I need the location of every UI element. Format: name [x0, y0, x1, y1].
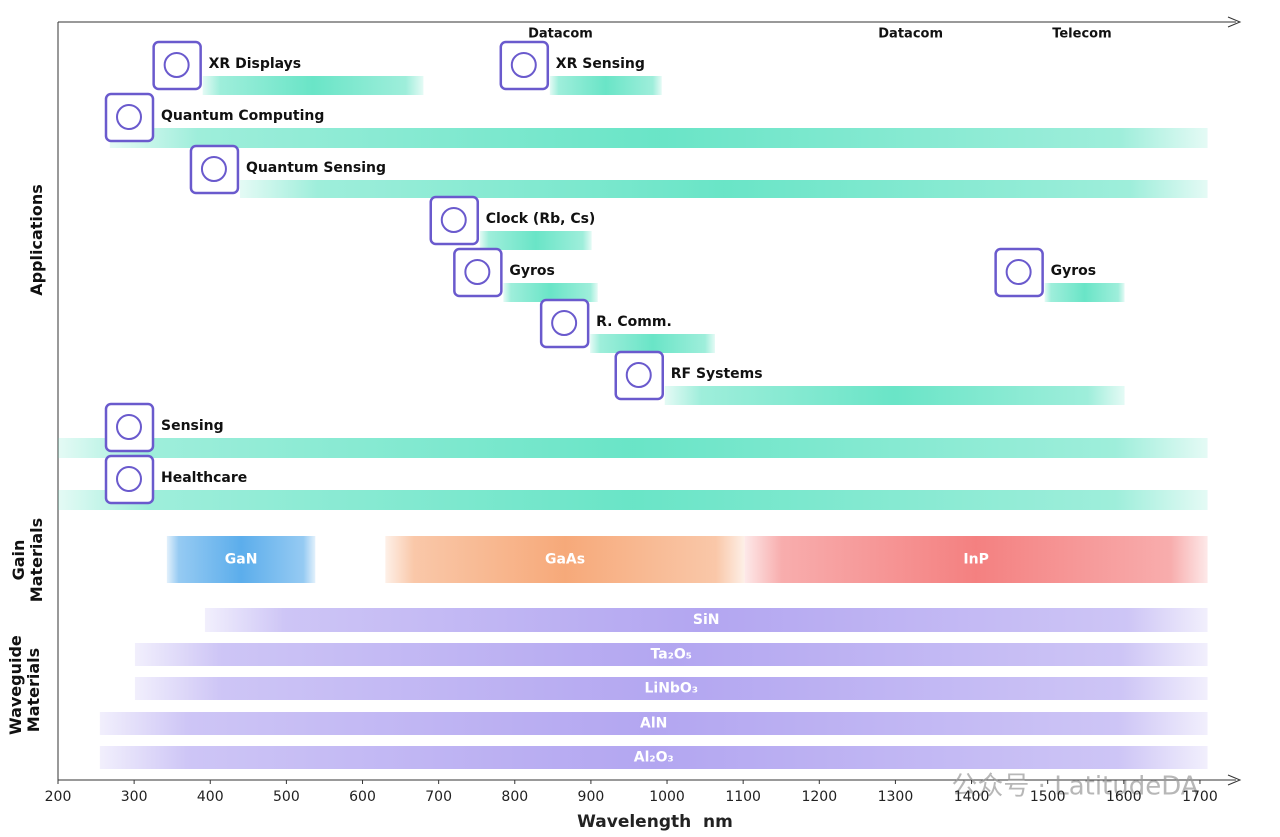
- x-tick-label: 1100: [725, 789, 761, 805]
- range-bar: [479, 231, 592, 250]
- x-axis-title: Wavelength nm: [577, 812, 733, 832]
- icon-glyph: [1005, 259, 1032, 285]
- x-tick-label: 1600: [1106, 789, 1142, 805]
- range-bar: [744, 536, 1208, 583]
- range-bar: [58, 490, 1208, 510]
- icon: [189, 144, 240, 195]
- x-tick-label: 300: [121, 789, 148, 805]
- range-bar: [549, 76, 662, 95]
- bar-label: XR Sensing: [556, 56, 645, 72]
- range-bar: [503, 283, 598, 302]
- range-bar: [109, 128, 1208, 148]
- x-tick-label: 1000: [649, 789, 685, 805]
- bar-label: SiN: [693, 612, 720, 628]
- icon: [453, 247, 503, 298]
- bar-label: Clock (Rb, Cs): [486, 211, 596, 227]
- range-bar: [202, 76, 424, 95]
- arrow-head: [1227, 774, 1242, 786]
- icon: [614, 350, 664, 401]
- icon: [539, 298, 590, 349]
- watermark: 公众号 · LatitudeDA: [951, 772, 1198, 802]
- arrow-head: [1227, 16, 1242, 28]
- range-bar: [590, 334, 715, 353]
- x-tick-label: 200: [45, 789, 72, 805]
- x-tick-label: 1500: [1030, 789, 1066, 805]
- x-tick-label: 900: [578, 789, 605, 805]
- bar-label: Ta₂O₅: [651, 647, 692, 663]
- range-bar: [134, 643, 1208, 666]
- x-tick-label: 1400: [954, 789, 990, 805]
- x-tick-label: 500: [273, 789, 300, 805]
- icon: [429, 195, 480, 246]
- icon-glyph: [116, 466, 142, 492]
- bar-label: Gyros: [1051, 263, 1096, 279]
- icon-glyph: [440, 207, 467, 233]
- icon: [994, 247, 1044, 298]
- bar-label: AlN: [640, 716, 667, 732]
- bar-label: Quantum Sensing: [246, 160, 386, 176]
- bar-label: RF Systems: [671, 366, 763, 382]
- bar-label: R. Comm.: [596, 314, 672, 330]
- icon-glyph: [163, 52, 190, 78]
- icon: [499, 40, 550, 91]
- range-bar: [134, 677, 1208, 700]
- bar-label: InP: [963, 552, 988, 568]
- icon: [104, 92, 155, 143]
- range-bar: [58, 438, 1208, 458]
- bar-label: Al₂O₃: [634, 750, 674, 766]
- x-tick-label: 1700: [1182, 789, 1218, 805]
- icon-glyph: [464, 259, 491, 285]
- x-tick-label: 1300: [878, 789, 914, 805]
- bar-label: Gyros: [509, 263, 554, 279]
- annotation: Datacom: [528, 27, 593, 42]
- icon: [152, 40, 202, 91]
- x-tick-label: 1200: [801, 789, 837, 805]
- x-tick-label: 400: [197, 789, 224, 805]
- bar-label: XR Displays: [209, 56, 301, 72]
- annotation: Telecom: [1052, 27, 1111, 42]
- icon-glyph: [116, 414, 142, 440]
- range-bar: [385, 536, 745, 583]
- annotation: Datacom: [878, 27, 943, 42]
- icon-glyph: [200, 156, 227, 182]
- range-bar: [664, 386, 1125, 405]
- bar-label: Sensing: [161, 418, 224, 434]
- icon-glyph: [510, 52, 537, 78]
- x-tick-label: 700: [425, 789, 452, 805]
- range-bar: [99, 746, 1208, 769]
- range-bar: [1044, 283, 1125, 302]
- group-label: Applications: [27, 184, 46, 296]
- bar-label: GaN: [225, 552, 258, 568]
- range-bar: [204, 608, 1208, 632]
- icon: [104, 454, 155, 505]
- x-tick-label: 600: [349, 789, 376, 805]
- range-bar: [166, 536, 316, 583]
- bar-label: Quantum Computing: [161, 108, 324, 124]
- bar-label: LiNbO₃: [644, 681, 698, 697]
- bar-label: GaAs: [545, 552, 585, 568]
- range-bar: [239, 180, 1208, 198]
- icon-glyph: [551, 310, 578, 336]
- x-tick-label: 800: [501, 789, 528, 805]
- group-label: Waveguide Materials: [6, 635, 43, 735]
- icon: [104, 402, 155, 453]
- bar-label: Healthcare: [161, 470, 247, 486]
- group-label: Gain Materials: [9, 517, 46, 603]
- range-bar: [99, 712, 1208, 735]
- icon-glyph: [625, 362, 652, 388]
- icon-glyph: [116, 104, 142, 130]
